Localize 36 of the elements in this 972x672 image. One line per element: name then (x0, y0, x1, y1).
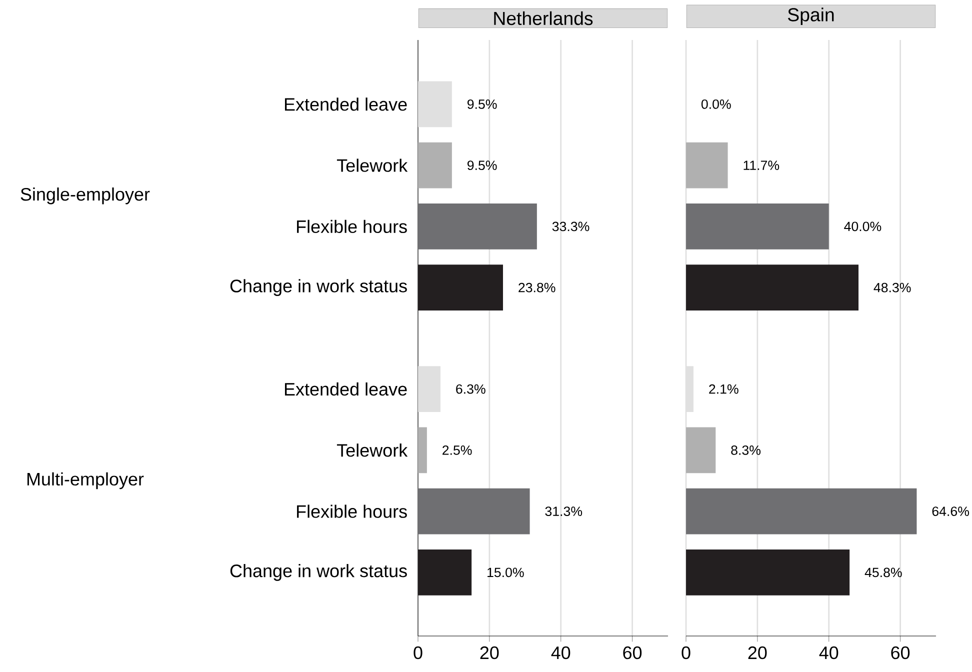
data-label: 48.3% (874, 282, 911, 292)
x-tick-label: 40 (819, 646, 838, 660)
text: Multi-employer (27, 472, 144, 490)
y-tick-label: Telework (336, 158, 408, 172)
data-label: 40.0% (844, 222, 882, 232)
data-label: 15.0% (488, 568, 524, 578)
data-label: 8.3% (731, 445, 761, 455)
data-label: 31.3% (545, 506, 582, 516)
x-tick-label: 0 (682, 646, 690, 660)
data-label: 33.3% (552, 222, 590, 232)
y-tick-label: Flexible hours (297, 220, 407, 234)
chart-title: Spain (788, 8, 834, 26)
y-tick-label: Flexible hours (297, 504, 407, 518)
x-tick-label: 20 (480, 646, 499, 660)
x-tick-label: 20 (748, 646, 767, 660)
y-tick-label: Change in work status (230, 279, 407, 296)
text: Single-employer (20, 187, 150, 204)
chart-title: Netherlands (494, 11, 593, 26)
data-label: 45.8% (864, 568, 902, 578)
data-label: 2.5% (442, 445, 472, 455)
data-label: 0.0% (701, 99, 731, 109)
y-tick-label: Extended leave (284, 382, 407, 396)
data-label: 9.5% (467, 99, 497, 109)
x-tick-label: 60 (623, 646, 642, 660)
y-tick-label: Extended leave (284, 98, 407, 111)
data-label: 64.6% (932, 506, 969, 516)
x-tick-label: 40 (551, 646, 570, 660)
y-tick-label: Change in work status (230, 564, 407, 581)
x-tick-label: 60 (891, 646, 910, 660)
y-tick-label: Telework (336, 444, 408, 457)
data-label: 9.5% (467, 160, 497, 170)
data-label: 23.8% (518, 282, 556, 292)
data-label: 2.1% (709, 384, 738, 394)
data-label: 11.7% (744, 160, 780, 170)
data-label: 6.3% (456, 384, 486, 394)
x-tick-label: 0 (414, 646, 422, 660)
